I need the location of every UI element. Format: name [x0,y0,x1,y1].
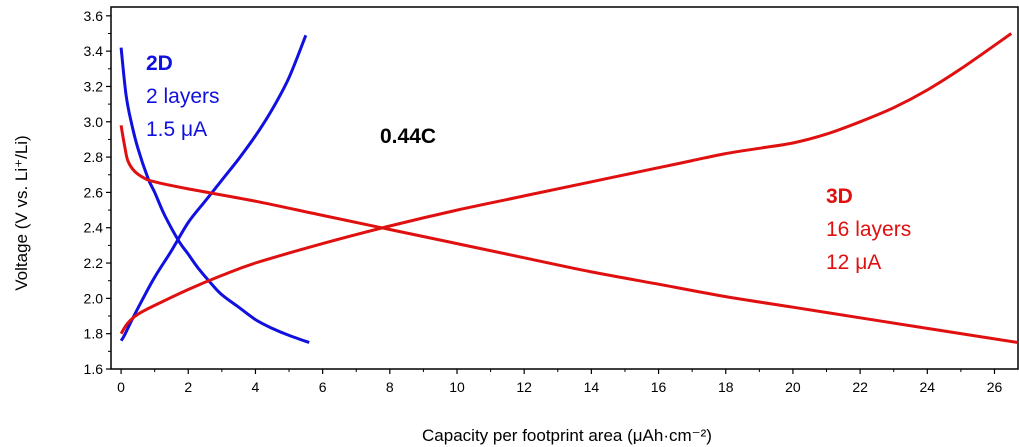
y-tick-label: 3.6 [84,8,104,24]
x-tick-label: 0 [117,379,125,395]
x-axis-label: Capacity per footprint area (μAh·cm⁻²) [422,426,712,445]
annotation-1-line-0: 0.44C [380,125,436,148]
y-tick-label: 2.8 [84,149,104,165]
plot-frame [110,6,1019,370]
x-tick-label: 24 [920,379,936,395]
x-tick-label: 6 [319,379,327,395]
y-tick-label: 2.4 [84,220,104,236]
y-tick-label: 2.2 [84,255,104,271]
y-axis-label: Voltage (V vs. Li⁺/Li) [12,135,31,290]
plot-area: 0 2 4 6 8 10 12 14 16 18 20 22 24 261.61.82.02.22.42.… [84,6,1019,395]
x-tick-label: 18 [718,379,734,395]
series-line-0 [119,47,310,344]
annotation-2-line-1: 16 layers [826,218,911,241]
annotation-2-line-2: 12 μA [826,251,881,274]
x-tick-label: 14 [584,379,600,395]
y-tick-label: 2.6 [84,184,104,200]
y-tick-label: 1.8 [84,326,104,342]
series-line-2 [119,125,1019,344]
x-tick-label: 2 [184,379,192,395]
y-tick-label: 1.6 [84,361,104,377]
x-tick-label: 10 [449,379,465,395]
x-tick-label: 22 [852,379,868,395]
x-tick-label: 8 [386,379,394,395]
series-line-3 [119,32,1013,335]
x-tick-label: 4 [252,379,260,395]
x-tick-label: 26 [987,379,1003,395]
annotation-2-line-0: 3D [826,185,853,208]
series-line-1 [119,34,308,342]
y-tick-label: 3.2 [84,78,104,94]
x-tick-label: 12 [516,379,532,395]
x-tick-label: 16 [651,379,667,395]
x-tick-label: 20 [785,379,801,395]
annotation-0-line-1: 2 layers [146,85,220,108]
y-tick-label: 2.0 [84,290,104,306]
annotation-0-line-2: 1.5 μA [146,118,207,141]
annotation-0-line-0: 2D [146,52,173,75]
y-tick-label: 3.4 [84,43,104,59]
y-tick-label: 3.0 [84,114,104,130]
